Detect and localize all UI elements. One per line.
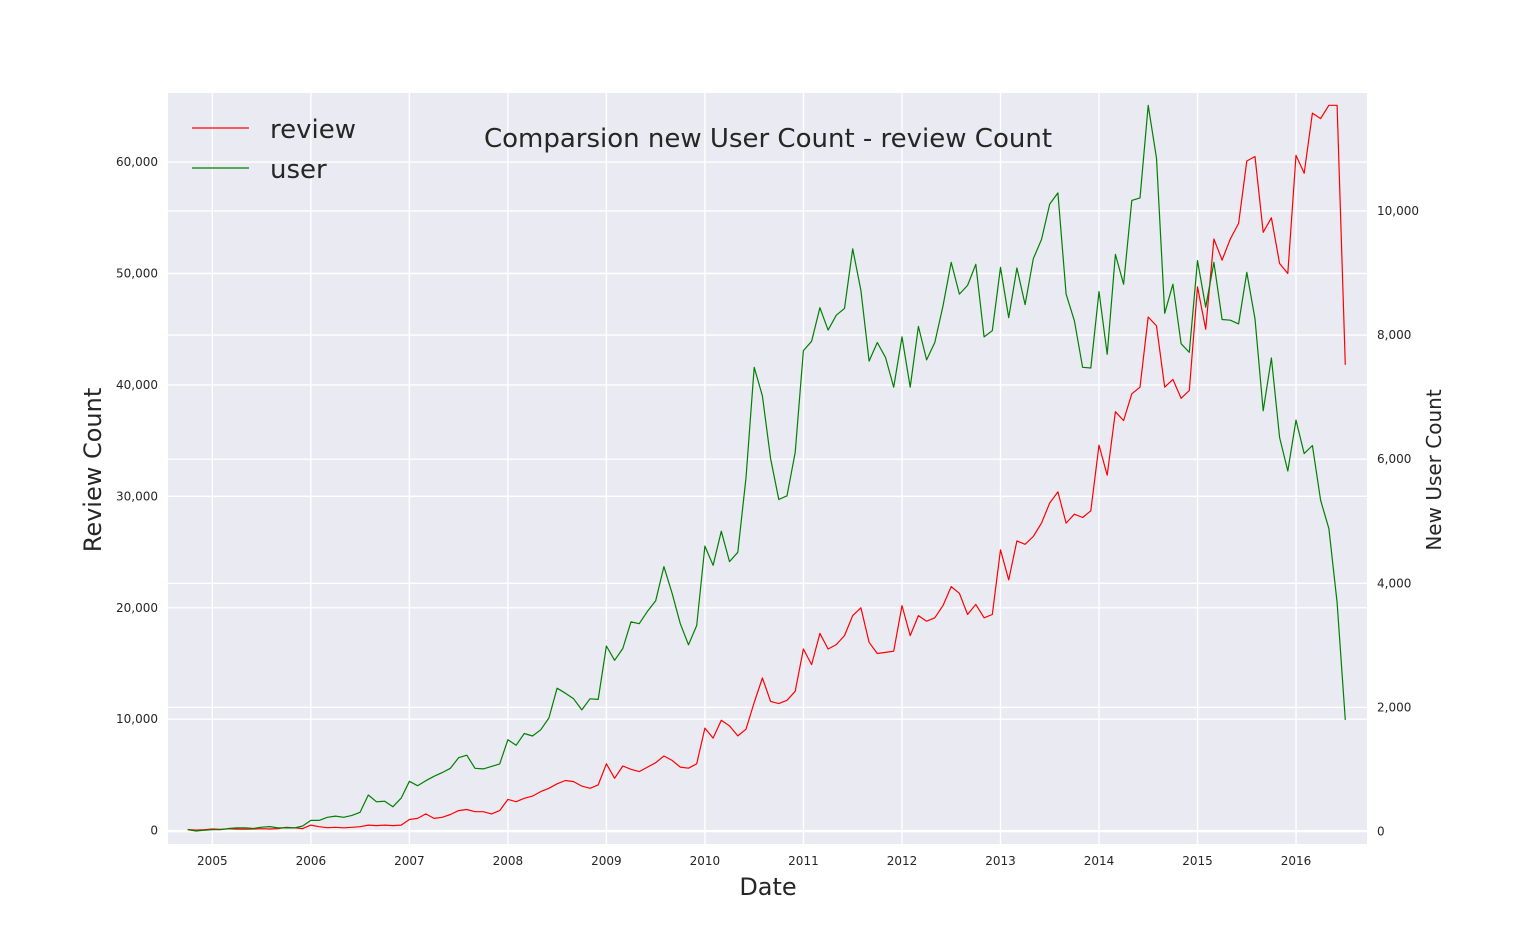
x-tick-label: 2006	[296, 854, 327, 868]
chart-title: Comparsion new User Count - review Count	[484, 124, 1052, 154]
x-tick-label: 2005	[197, 854, 228, 868]
x-tick-label: 2011	[788, 854, 819, 868]
x-tick-label: 2010	[690, 854, 721, 868]
x-tick-label: 2013	[985, 854, 1016, 868]
legend-label-user: user	[270, 155, 327, 185]
legend: review user	[192, 115, 356, 185]
y-axis-title-left: Review Count	[79, 388, 107, 553]
y-left-tick-label: 60,000	[116, 155, 158, 169]
series-layer	[187, 104, 1346, 832]
x-axis-title: Date	[739, 873, 796, 901]
grid-layer	[168, 93, 1367, 844]
y-axis-title-right: New User Count	[1422, 389, 1446, 550]
y-right-tick-label: 10,000	[1377, 204, 1419, 218]
y-right-tick-label: 4,000	[1377, 576, 1411, 590]
x-tick-label: 2016	[1281, 854, 1312, 868]
series-line-review	[187, 104, 1346, 831]
x-tick-label: 2007	[394, 854, 425, 868]
y-left-tick-label: 50,000	[116, 267, 158, 281]
x-tick-label: 2008	[493, 854, 524, 868]
y-right-tick-label: 6,000	[1377, 452, 1411, 466]
plot-background	[168, 93, 1367, 844]
y-left-tick-label: 40,000	[116, 378, 158, 392]
x-tick-label: 2015	[1182, 854, 1213, 868]
series-line-user	[187, 104, 1346, 832]
y-right-tick-label: 0	[1377, 825, 1385, 839]
x-tick-label: 2009	[591, 854, 622, 868]
y-right-tick-label: 2,000	[1377, 700, 1411, 714]
y-left-tick-label: 20,000	[116, 601, 158, 615]
y-left-tick-label: 30,000	[116, 489, 158, 503]
x-tick-label: 2014	[1084, 854, 1115, 868]
y-left-tick-label: 10,000	[116, 712, 158, 726]
x-tick-label: 2012	[887, 854, 918, 868]
y-left-tick-label: 0	[150, 824, 158, 838]
tick-layer: 2005 2006 2007 2008 2009 2010 2011 2012 2013 2014…	[116, 155, 1419, 868]
y-right-tick-label: 8,000	[1377, 328, 1411, 342]
legend-label-review: review	[270, 115, 356, 145]
